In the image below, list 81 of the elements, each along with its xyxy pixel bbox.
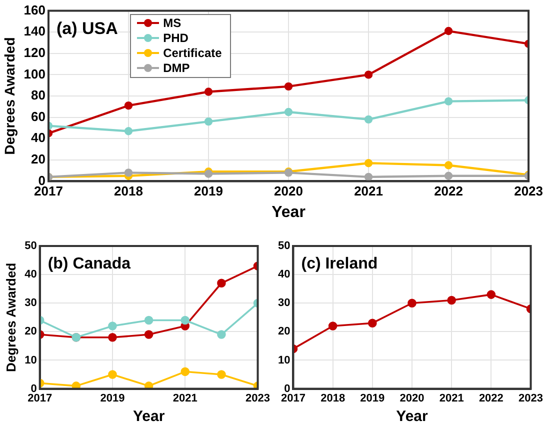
x-tick-label: 2021 (354, 184, 383, 199)
point (124, 168, 133, 177)
text: (c) Ireland (301, 255, 378, 272)
point (108, 370, 117, 379)
x-tick-label: 2019 (100, 392, 125, 404)
y-tick-label: 140 (24, 24, 46, 39)
y-tick-label: 20 (278, 326, 290, 338)
point (444, 26, 453, 36)
y-tick-label: 120 (24, 44, 46, 60)
point (444, 97, 453, 106)
x-tick-label: 2020 (400, 392, 424, 404)
x-tick-label: 2023 (246, 392, 270, 404)
y-tick-label: 30 (278, 297, 290, 310)
point (364, 70, 373, 79)
x-tick-label: 2022 (434, 184, 463, 199)
y-tick-label: 0 (30, 382, 37, 395)
point (180, 316, 190, 325)
y-tick-label: 20 (24, 326, 37, 338)
point (364, 172, 373, 182)
legend-label: DMP (163, 61, 190, 76)
point (447, 296, 456, 305)
y-tick-label: 60 (31, 108, 46, 124)
point (284, 108, 293, 116)
point (124, 101, 133, 110)
point (204, 117, 213, 126)
point (444, 161, 453, 170)
point (486, 290, 496, 299)
y-tick-label: 10 (24, 354, 37, 366)
point (108, 332, 117, 342)
point (217, 330, 226, 339)
y-axis-title: Degrees Awarded (1, 37, 18, 155)
point (144, 330, 154, 339)
legend-label: MS (163, 16, 182, 30)
text: (b) Canada (48, 255, 131, 272)
x-tick-label: 2019 (194, 184, 223, 199)
y-tick-label: 20 (31, 151, 46, 166)
y-tick-label: 40 (31, 130, 46, 146)
x-tick-label: 2022 (478, 392, 504, 404)
x-tick-label: 2023 (518, 392, 544, 404)
point (72, 382, 81, 389)
point (108, 322, 117, 330)
point (124, 127, 133, 136)
x-axis-title: Year (396, 408, 428, 426)
y-tick-label: 30 (24, 297, 37, 310)
point (217, 278, 226, 288)
x-axis-title: Year (272, 204, 306, 221)
x-tick-label: 2017 (280, 392, 306, 404)
y-tick-label: 160 (24, 2, 46, 18)
text: (a) USA (56, 18, 118, 38)
y-tick-label: 50 (278, 240, 290, 252)
point (444, 172, 453, 180)
y-tick-label: 10 (278, 354, 290, 366)
y-tick-label: 40 (24, 268, 37, 281)
x-axis-title: Year (132, 408, 165, 426)
point (328, 322, 338, 330)
point (364, 115, 373, 124)
legend-label: Certificate (163, 46, 222, 60)
x-tick-label: 2018 (320, 392, 346, 404)
point (364, 158, 373, 168)
point (144, 316, 154, 325)
y-tick-label: 40 (278, 268, 290, 281)
x-tick-label: 2021 (172, 392, 198, 404)
point (368, 318, 377, 328)
y-tick-label: 80 (31, 88, 46, 103)
y-axis-title: Degrees Awarded (3, 262, 18, 372)
point (144, 382, 154, 389)
x-tick-label: 2018 (114, 184, 143, 199)
point (180, 367, 190, 376)
point (284, 82, 293, 91)
y-tick-label: 0 (284, 382, 290, 395)
y-tick-label: 50 (24, 240, 37, 252)
x-tick-label: 2020 (274, 184, 303, 199)
y-tick-label: 100 (24, 66, 46, 82)
point (204, 88, 213, 96)
x-tick-label: 2019 (360, 392, 385, 404)
legend-label: PHD (163, 31, 188, 46)
x-tick-label: 2023 (514, 184, 543, 199)
x-tick-label: 2021 (439, 392, 464, 404)
x-tick-label: 2017 (28, 392, 52, 404)
point (408, 298, 416, 308)
point (217, 370, 226, 379)
